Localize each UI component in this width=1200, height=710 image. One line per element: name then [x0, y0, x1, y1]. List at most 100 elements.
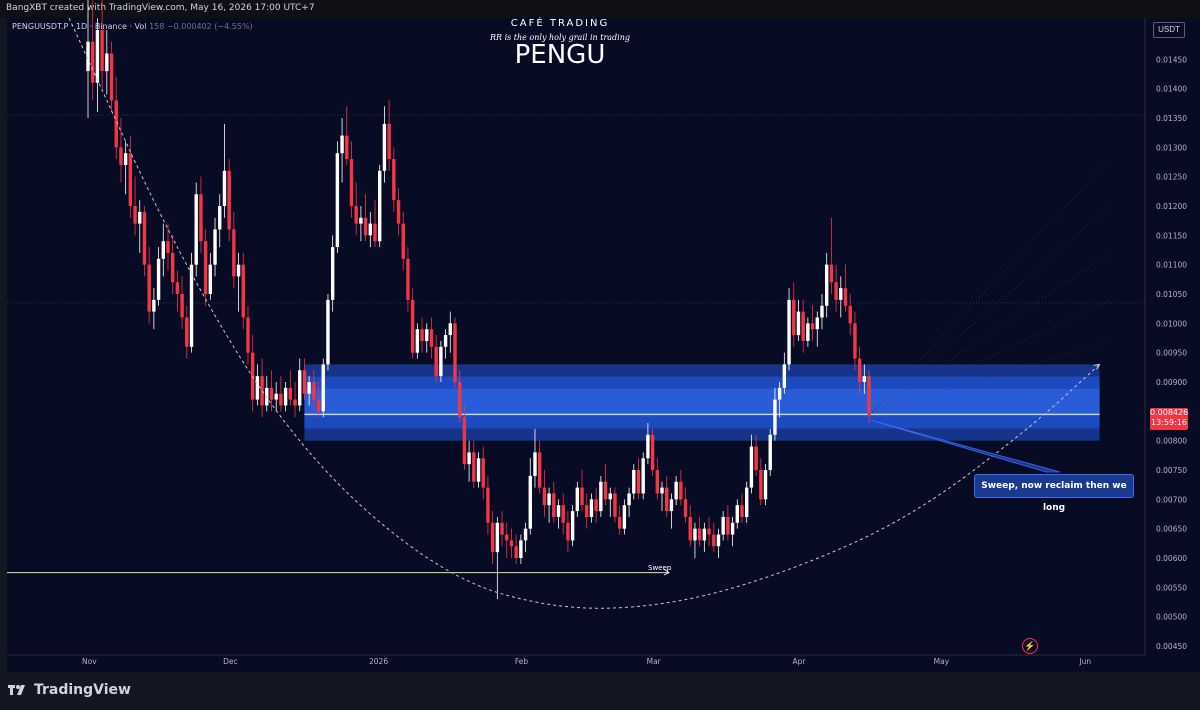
- candle-body: [542, 487, 547, 506]
- candle-body: [283, 387, 288, 406]
- candle-body: [86, 41, 90, 72]
- candle-body: [368, 223, 372, 236]
- price-axis[interactable]: [1145, 18, 1200, 655]
- y-tick-label: 0.00500: [1156, 613, 1187, 622]
- candle-body: [434, 346, 438, 377]
- candles: [86, 0, 871, 600]
- candle-body: [552, 493, 556, 517]
- candle-body: [796, 311, 801, 336]
- candle-body: [175, 282, 180, 294]
- candle-body: [660, 487, 664, 494]
- candle-body: [415, 329, 420, 353]
- candle-body: [401, 223, 405, 259]
- x-tick-label: Feb: [515, 657, 529, 666]
- current-price-tag: 0.008426 13:59:16: [1150, 408, 1188, 430]
- candle-body: [773, 399, 777, 435]
- candle-body: [669, 499, 674, 512]
- candle-body: [457, 382, 462, 418]
- time-axis[interactable]: [7, 655, 1200, 672]
- y-tick-label: 0.01000: [1156, 319, 1187, 328]
- tradingview-logo-text: TradingView: [34, 682, 131, 698]
- candle-body: [853, 323, 857, 359]
- candle-body: [500, 522, 504, 535]
- brand-name: CAFÉ TRADING: [510, 18, 610, 29]
- tradingview-logo[interactable]: TradingView: [8, 682, 131, 698]
- candle-body: [316, 399, 321, 412]
- candle-body: [806, 323, 810, 341]
- candle-body: [269, 387, 274, 400]
- y-tick-label: 0.00800: [1156, 437, 1187, 446]
- candle-body: [387, 123, 391, 160]
- candle-body: [448, 323, 452, 336]
- candle-body: [716, 534, 721, 547]
- curve-arrow-icon: [1093, 363, 1101, 370]
- chart-pane: [7, 18, 1145, 655]
- candle-body: [161, 241, 165, 259]
- candle-body: [166, 241, 170, 253]
- candle-body: [335, 153, 340, 248]
- candle-body: [650, 434, 655, 470]
- footer: [0, 672, 1200, 710]
- candle-body: [443, 335, 448, 347]
- candle-body: [227, 170, 231, 230]
- candle-body: [646, 434, 650, 459]
- projection-line: [868, 158, 1111, 415]
- candle-body: [114, 100, 118, 148]
- candle-body: [420, 329, 424, 341]
- candle-body: [730, 522, 735, 535]
- candle-body: [425, 329, 429, 341]
- candle-body: [298, 370, 302, 406]
- candle-body: [222, 170, 227, 206]
- candle-body: [203, 241, 208, 294]
- y-tick-label: 0.01050: [1156, 290, 1187, 299]
- candle-body: [665, 487, 669, 512]
- candle-body: [109, 53, 114, 101]
- currency-button[interactable]: USDT: [1153, 22, 1185, 38]
- candle-body: [627, 493, 631, 506]
- candle-body: [363, 217, 368, 236]
- candle-body: [740, 505, 744, 517]
- candle-body: [575, 487, 580, 512]
- y-axis-labels: 0.01450 0.01400 0.01350 0.01300 0.01250 0.012…: [1156, 55, 1187, 651]
- candle-body: [589, 499, 594, 517]
- candle-body: [147, 264, 151, 312]
- candle-body: [674, 481, 678, 500]
- candle-body: [749, 446, 754, 488]
- candle-body: [326, 299, 330, 365]
- candle-body: [505, 534, 509, 541]
- candle-body: [707, 528, 711, 535]
- candle-body: [533, 452, 537, 476]
- candle-body: [528, 475, 532, 529]
- candle-body: [199, 194, 203, 242]
- candle-body: [556, 505, 561, 517]
- x-axis-labels: Nov Dec 2026 Feb Mar Apr May Jun: [82, 657, 1091, 666]
- candle-body: [829, 264, 834, 283]
- candle-body: [599, 481, 603, 512]
- candle-body: [712, 534, 716, 547]
- x-tick-label: Nov: [82, 657, 97, 666]
- y-tick-label: 0.00450: [1156, 642, 1187, 651]
- candle-body: [679, 481, 683, 500]
- candle-body: [330, 247, 335, 300]
- candle-body: [519, 540, 523, 558]
- candle-body: [735, 505, 739, 523]
- price-chart[interactable]: 0.01450 0.01400 0.01350 0.01300 0.01250 0.012…: [0, 0, 1200, 672]
- brand-tagline: RR is the only holy grail in trading: [489, 33, 630, 42]
- candle-body: [274, 393, 278, 400]
- symbol-legend[interactable]: PENGUUSDT.P · 1D · Binance · Vol 158 −0.…: [12, 22, 253, 31]
- candle-body: [392, 159, 396, 201]
- candle-body: [777, 387, 782, 400]
- candle-body: [194, 194, 198, 265]
- candle-body: [302, 370, 307, 394]
- candle-body: [453, 323, 457, 382]
- y-tick-label: 0.01450: [1156, 55, 1187, 64]
- overlays: [68, 18, 1111, 609]
- volume-value: 158: [149, 22, 165, 31]
- levels: [7, 114, 1145, 576]
- alert-bolt-icon[interactable]: ⚡: [1022, 638, 1038, 654]
- candle-body: [349, 159, 354, 206]
- candle-body: [429, 329, 434, 347]
- candle-body: [820, 305, 824, 318]
- candle-body: [754, 446, 758, 470]
- candle-body: [133, 206, 137, 224]
